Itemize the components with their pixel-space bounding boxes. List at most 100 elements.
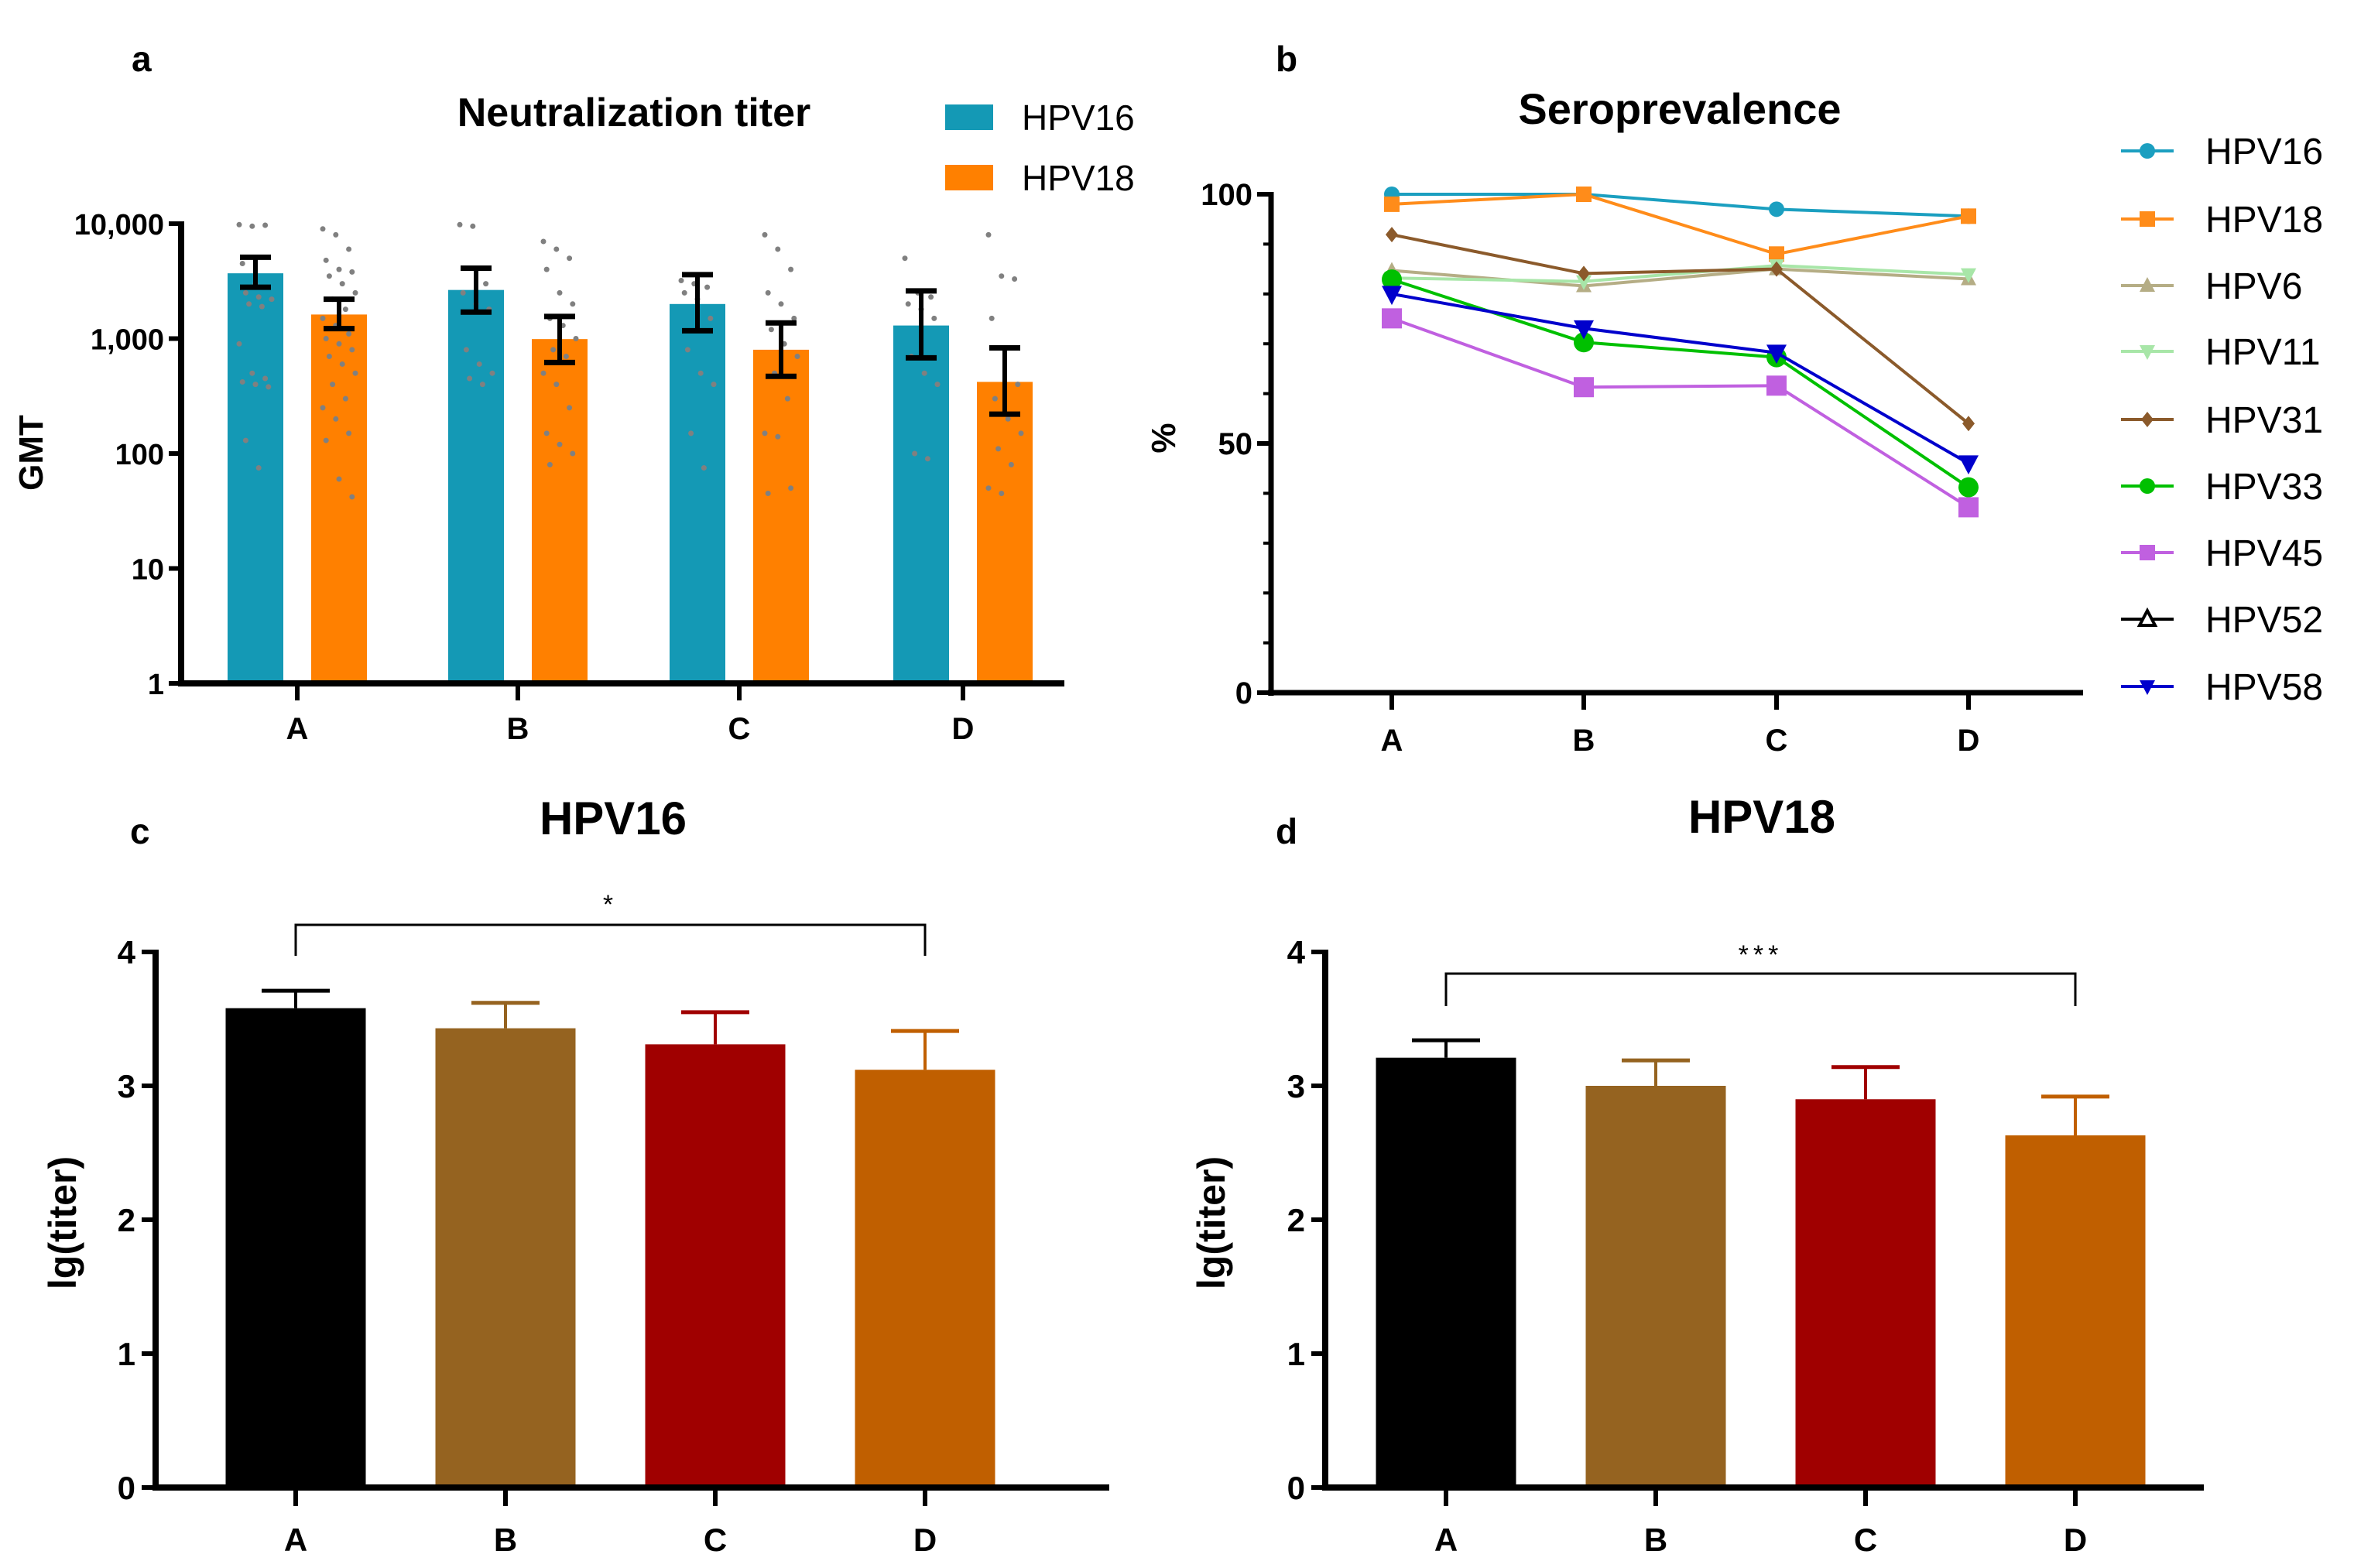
x-tick-label: B: [1644, 1522, 1667, 1558]
x-tick-label: D: [1958, 724, 1980, 758]
line-HPV45: [1391, 317, 1970, 509]
data-point-HPV16-B: [483, 281, 489, 287]
data-point-HPV18-C: [765, 289, 771, 296]
point-HPV18-D: [1961, 208, 1976, 224]
data-point-HPV18-D: [1008, 461, 1014, 467]
legend-label-HPV6: HPV6: [2205, 266, 2302, 307]
data-point-HPV18-C: [778, 301, 784, 307]
panel-label-b: b: [1276, 39, 1297, 79]
data-point-HPV18-B: [570, 450, 576, 457]
point-HPV58-C: [1766, 344, 1787, 365]
legend-label-HPV18: HPV18: [1022, 158, 1135, 198]
data-point-HPV16-D: [921, 370, 927, 376]
data-point-HPV16-B: [463, 347, 469, 353]
data-point-HPV16-B: [489, 370, 495, 376]
data-point-HPV16-D: [924, 456, 930, 462]
data-point-HPV16-A: [255, 465, 262, 471]
x-tick-label: B: [507, 712, 529, 746]
data-point-HPV18-B: [563, 354, 569, 360]
data-point-HPV18-A: [330, 382, 336, 388]
data-point-HPV16-C: [678, 277, 684, 283]
point-HPV11-B: [1576, 275, 1592, 290]
data-point-HPV16-A: [246, 301, 252, 307]
data-point-HPV16-A: [242, 289, 248, 296]
data-point-HPV18-D: [1012, 276, 1018, 282]
data-point-HPV16-A: [255, 294, 262, 300]
legend-marker-HPV33: [2140, 478, 2155, 494]
data-point-HPV16-B: [470, 223, 476, 229]
point-HPV58-D: [1958, 455, 1979, 475]
bar-HPV16-C: [670, 303, 725, 683]
data-point-HPV16-D: [902, 255, 908, 262]
data-point-HPV16-A: [266, 384, 272, 390]
data-point-HPV18-B: [550, 347, 557, 353]
data-point-HPV18-B: [553, 382, 560, 388]
bar-HPV18-C: [753, 349, 809, 683]
data-point-HPV16-C: [704, 284, 711, 290]
significance-label: *: [603, 890, 618, 919]
y-tick-label: 10,000: [74, 209, 164, 241]
y-tick-label: 1: [148, 669, 164, 701]
data-point-HPV18-A: [339, 281, 345, 287]
y-tick-label: 100: [115, 439, 164, 471]
data-point-HPV16-D: [912, 450, 918, 457]
bar-D: [855, 1070, 995, 1488]
x-tick-label: A: [1381, 724, 1403, 758]
line-HPV11: [1391, 264, 1969, 283]
x-tick-label: D: [952, 712, 975, 746]
significance-bracket: [294, 923, 927, 956]
point-HPV33-B: [1574, 332, 1594, 353]
significance-label: ***: [1739, 940, 1783, 970]
data-point-HPV18-B: [540, 370, 547, 376]
bar-HPV16-D: [893, 325, 949, 683]
data-point-HPV18-A: [320, 315, 326, 321]
line-HPV58: [1391, 292, 1969, 465]
x-tick-label: A: [284, 1522, 307, 1558]
data-point-HPV18-A: [320, 226, 326, 232]
data-point-HPV18-B: [543, 430, 550, 437]
y-tick-label: 1,000: [91, 324, 164, 357]
data-point-HPV18-A: [352, 370, 358, 376]
data-point-HPV16-C: [684, 347, 690, 353]
data-point-HPV18-A: [333, 231, 339, 238]
data-point-HPV16-C: [708, 315, 714, 321]
legend-label-HPV58: HPV58: [2205, 667, 2323, 708]
data-point-HPV18-D: [995, 446, 1002, 452]
legend-label-HPV31: HPV31: [2205, 400, 2323, 441]
point-HPV31-C: [1770, 261, 1783, 277]
chart-d: 0 1 2 3 4 A B C D ***: [1287, 934, 2204, 1558]
data-point-HPV16-C: [711, 382, 717, 388]
bar-A: [225, 1008, 366, 1488]
y-tick-label: 2: [1287, 1202, 1305, 1238]
bar-HPV16-B: [448, 289, 504, 683]
bar-B: [435, 1028, 576, 1488]
legend-marker-HPV58: [2140, 680, 2155, 695]
chart-c-title: HPV16: [540, 793, 687, 844]
point-HPV33-D: [1958, 477, 1979, 498]
legend-marker-HPV18: [2140, 211, 2155, 227]
line-HPV31: [1391, 233, 1970, 425]
significance-bracket: [1444, 972, 2077, 1006]
point-HPV33-A: [1382, 269, 1402, 290]
data-point-HPV18-B: [557, 441, 563, 447]
data-point-HPV18-B: [553, 246, 560, 252]
data-point-HPV18-D: [999, 273, 1005, 279]
data-point-HPV18-A: [323, 437, 329, 443]
data-point-HPV16-C: [701, 465, 707, 471]
legend-label-HPV16: HPV16: [1022, 98, 1135, 138]
data-point-HPV16-A: [262, 222, 269, 228]
legend-label-HPV33: HPV33: [2205, 467, 2323, 508]
x-tick-label: A: [286, 712, 309, 746]
data-point-HPV18-D: [1015, 382, 1021, 388]
chart-b: 0 50 100 A B C D HPV16 HPV18 HPV6 HPV11 HPV31 HPV33 H…: [1201, 132, 2323, 758]
chart-d-title: HPV18: [1688, 791, 1835, 843]
data-point-HPV18-A: [323, 257, 329, 263]
data-point-HPV16-B: [460, 289, 466, 296]
x-tick-label: C: [1854, 1522, 1877, 1558]
data-point-HPV18-B: [570, 301, 576, 307]
data-point-HPV16-A: [236, 341, 242, 347]
legend-marker-HPV31: [2141, 412, 2154, 427]
data-point-HPV18-A: [349, 494, 355, 500]
panel-label-d: d: [1276, 811, 1297, 851]
data-point-HPV18-D: [985, 485, 992, 491]
